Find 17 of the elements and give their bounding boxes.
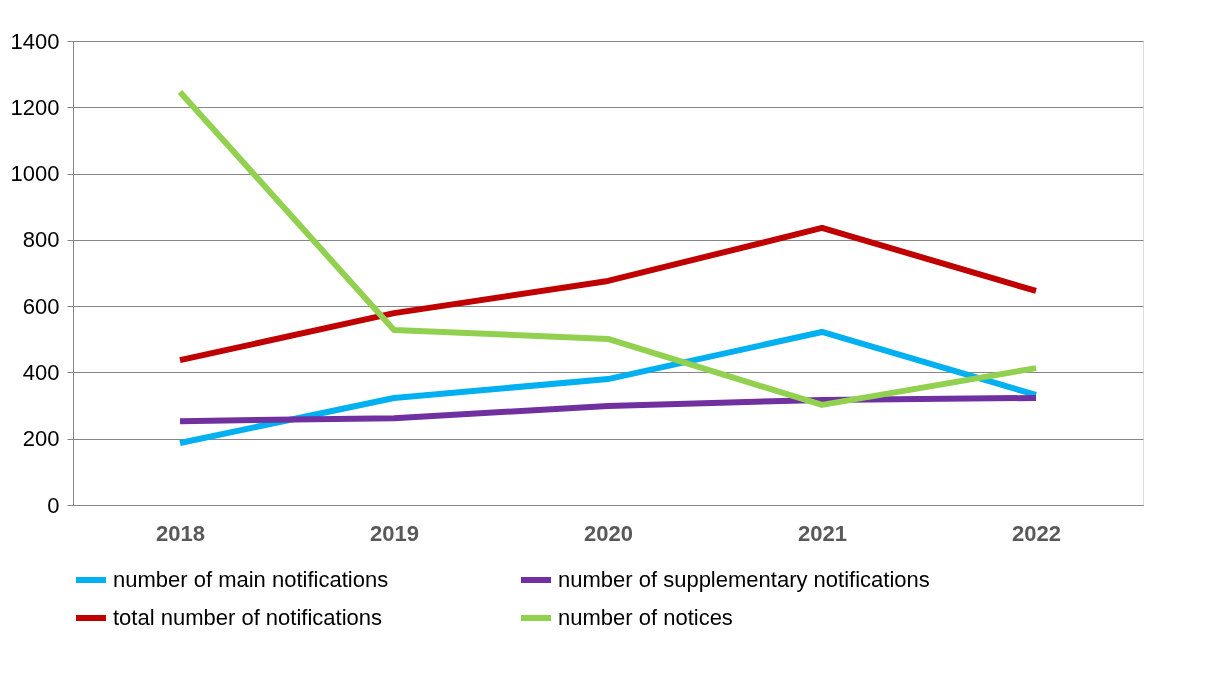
- y-tick-label: 600: [22, 293, 60, 319]
- y-tick-label: 1000: [10, 161, 60, 187]
- y-tick-label: 400: [22, 359, 60, 385]
- y-tick-label: 0: [47, 492, 60, 518]
- x-tick-label: 2019: [370, 520, 419, 546]
- x-tick-label: 2018: [156, 520, 205, 546]
- y-tick-label: 1400: [10, 28, 60, 54]
- x-tick-label: 2022: [1012, 520, 1061, 546]
- legend-label: number of supplementary notifications: [558, 567, 930, 592]
- legend-label: number of main notifications: [113, 567, 389, 592]
- y-tick-label: 1200: [10, 94, 60, 120]
- x-tick-label: 2021: [798, 520, 847, 546]
- x-tick-label: 2020: [584, 520, 633, 546]
- y-tick-label: 200: [22, 426, 60, 452]
- legend-label: number of notices: [558, 605, 733, 630]
- legend-label: total number of notifications: [113, 605, 383, 630]
- y-tick-label: 800: [22, 227, 60, 253]
